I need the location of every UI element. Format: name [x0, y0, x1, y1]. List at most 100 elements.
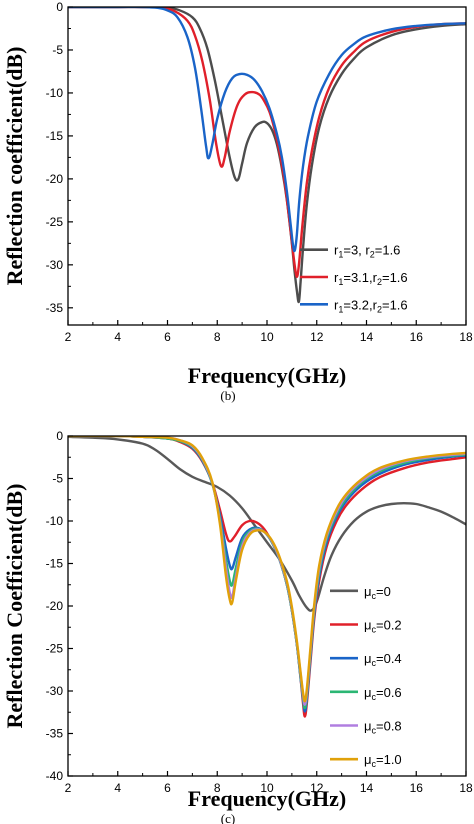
legend-subscript: 1 — [338, 304, 343, 314]
y-tick-label: -30 — [46, 684, 64, 698]
y-tick-label: -10 — [46, 86, 64, 100]
series-group — [68, 436, 466, 718]
y-tick-label: -5 — [52, 43, 63, 57]
legend-text-part: μ — [364, 618, 372, 633]
x-tick-label: 4 — [114, 330, 121, 344]
legend-subscript: c — [372, 591, 377, 601]
legend: μc=0μc=0.2μc=0.4μc=0.6μc=0.8μc=1.0 — [330, 584, 402, 769]
x-tick-label: 4 — [114, 781, 121, 795]
y-tick-label: -10 — [46, 514, 64, 528]
series-line-1-1 — [68, 436, 466, 718]
y-tick-label: -35 — [46, 301, 64, 315]
x-tick-label: 16 — [410, 781, 424, 795]
x-tick-label: 18 — [459, 781, 473, 795]
legend-text-part: =0.6 — [376, 685, 402, 700]
x-tick-label: 12 — [310, 781, 324, 795]
series-line-1-4 — [68, 436, 466, 706]
x-tick-label: 10 — [260, 781, 274, 795]
legend-text-part: μ — [364, 752, 372, 767]
legend-text-part: =1.6 — [382, 297, 408, 312]
x-tick-label: 2 — [65, 330, 72, 344]
y-tick-label: -5 — [52, 472, 63, 486]
x-tick-label: 2 — [65, 781, 72, 795]
legend-text-part: =3.2,r — [343, 297, 377, 312]
plot-frame — [67, 435, 467, 777]
legend-entry: μc=0.2 — [364, 618, 402, 635]
legend-subscript: 1 — [338, 277, 343, 287]
legend: r1=3, r2=1.6r1=3.1,r2=1.6r1=3.2,r2=1.6 — [300, 243, 408, 314]
legend-text-part: μ — [364, 719, 372, 734]
series-line-1-0 — [68, 436, 466, 612]
x-tick-label: 16 — [410, 330, 424, 344]
legend-subscript: c — [372, 658, 377, 668]
legend-entry: μc=1.0 — [364, 752, 402, 769]
x-axis-title: Frequency(GHz) — [188, 786, 346, 811]
legend-text-part: =1.0 — [376, 752, 402, 767]
panel-label: (c) — [221, 811, 235, 824]
y-tick-label: -30 — [46, 258, 64, 272]
legend-subscript: c — [372, 759, 377, 769]
series-line-0-0 — [68, 7, 466, 304]
legend-entry: r1=3.2,r2=1.6 — [334, 297, 408, 314]
y-tick-label: -15 — [46, 129, 64, 143]
legend-entry: μc=0 — [364, 584, 391, 601]
y-tick-label: 0 — [56, 0, 63, 14]
chart-panel: 2 4 6 8 10 12 14 16 180-5-10-15-20-25-30-35Frequ… — [2, 0, 473, 403]
legend-text-part: =3.1,r — [343, 270, 377, 285]
legend-text-part: r — [334, 270, 339, 285]
y-tick-label: -25 — [46, 215, 64, 229]
legend-text-part: =3, r — [343, 243, 370, 258]
y-axis-title: Reflection Coefficient(dB) — [2, 484, 27, 729]
x-axis-title: Frequency(GHz) — [188, 363, 346, 388]
series-line-0-2 — [68, 7, 466, 253]
y-tick-label: -15 — [46, 557, 64, 571]
legend-subscript: 2 — [377, 277, 382, 287]
x-tick-label: 14 — [360, 781, 374, 795]
legend-subscript: c — [372, 726, 377, 736]
y-tick-label: -20 — [46, 599, 64, 613]
y-tick-label: -35 — [46, 727, 64, 741]
legend-subscript: c — [372, 692, 377, 702]
legend-entry: r1=3.1,r2=1.6 — [334, 270, 408, 287]
series-line-1-5 — [68, 436, 466, 703]
x-tick-label: 10 — [260, 330, 274, 344]
y-tick-label: -25 — [46, 642, 64, 656]
x-tick-label: 6 — [164, 330, 171, 344]
legend-text-part: r — [334, 243, 339, 258]
legend-entry: μc=0.8 — [364, 719, 402, 736]
legend-text-part: =0.2 — [376, 618, 402, 633]
y-tick-label: -20 — [46, 172, 64, 186]
series-line-1-3 — [68, 436, 466, 710]
legend-subscript: c — [372, 625, 377, 635]
legend-subscript: 2 — [377, 304, 382, 314]
legend-text-part: =0.4 — [376, 651, 402, 666]
legend-text-part: μ — [364, 584, 372, 599]
y-axis-title: Reflection coefficient(dB) — [2, 47, 27, 286]
series-group — [68, 7, 466, 304]
legend-text-part: μ — [364, 651, 372, 666]
legend-text-part: =0 — [376, 584, 391, 599]
legend-text-part: μ — [364, 685, 372, 700]
legend-text-part: =1.6 — [382, 270, 408, 285]
y-tick-label: 0 — [56, 429, 63, 443]
x-tick-label: 6 — [164, 781, 171, 795]
x-tick-label: 18 — [459, 330, 473, 344]
series-line-1-2 — [68, 436, 466, 713]
legend-entry: r1=3, r2=1.6 — [334, 243, 400, 260]
panel-label: (b) — [220, 388, 235, 403]
legend-text-part: r — [334, 297, 339, 312]
x-tick-label: 8 — [214, 781, 221, 795]
legend-entry: μc=0.4 — [364, 651, 402, 668]
legend-subscript: 1 — [338, 250, 343, 260]
legend-text-part: =1.6 — [375, 243, 401, 258]
x-tick-label: 14 — [360, 330, 374, 344]
series-line-0-1 — [68, 7, 466, 278]
chart-panel: 2 4 6 8 10 12 14 16 18 0 -5 -10 -15 -20 -25 -30 -35 -40 Fr… — [2, 429, 473, 824]
legend-entry: μc=0.6 — [364, 685, 402, 702]
legend-subscript: 2 — [370, 250, 375, 260]
x-tick-label: 8 — [214, 330, 221, 344]
y-tick-label: -40 — [46, 769, 64, 783]
legend-text-part: =0.8 — [376, 719, 402, 734]
x-tick-label: 12 — [310, 330, 324, 344]
